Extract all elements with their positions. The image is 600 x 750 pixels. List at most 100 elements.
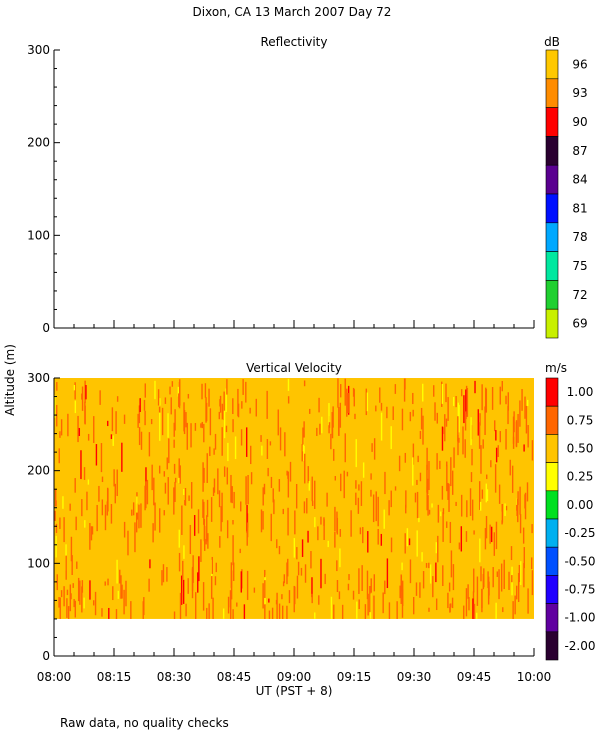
velocity-streak [494, 420, 496, 432]
velocity-streak [75, 516, 77, 531]
velocity-colorbar: 1.00 0.75 0.50 0.25 0.00 -0.25 -0.50 -0.75 -1.00… [545, 377, 596, 661]
velocity-streak [483, 568, 485, 588]
velocity-streak [450, 550, 453, 578]
velocity-streak [516, 504, 518, 511]
reflectivity-y-ticks: 0 100 200 300 [27, 43, 60, 335]
velocity-streak [485, 483, 487, 503]
velocity-streak [180, 575, 183, 605]
velocity-streak [247, 475, 249, 505]
velocity-streak [470, 472, 473, 483]
velocity-streak [338, 591, 341, 600]
velocity-streak [214, 433, 217, 450]
velocity-streak [509, 459, 511, 476]
velocity-streak [60, 419, 63, 436]
velocity-streak [390, 426, 392, 450]
velocity-streak [210, 497, 213, 522]
velocity-streak [210, 575, 213, 599]
velocity-streak [246, 504, 248, 534]
velocity-heatmap [54, 378, 534, 619]
velocity-streak [505, 395, 507, 405]
velocity-streak [441, 383, 444, 404]
velocity-streak [90, 526, 93, 541]
velocity-streak [458, 437, 460, 443]
velocity-streak [287, 378, 290, 391]
velocity-streak [344, 378, 346, 406]
velocity-streak [487, 588, 490, 605]
colorbar-label: -2.00 [564, 639, 595, 653]
velocity-streak [146, 479, 149, 505]
velocity-streak [153, 477, 155, 506]
velocity-streak [138, 405, 141, 424]
colorbar-swatch [545, 434, 559, 463]
velocity-streak [195, 592, 197, 619]
colorbar-swatch [545, 377, 559, 407]
velocity-streak [326, 492, 328, 507]
velocity-streak [287, 471, 289, 479]
velocity-streak [74, 600, 77, 618]
velocity-streak [437, 535, 439, 563]
velocity-streak [54, 510, 56, 521]
velocity-streak [98, 485, 100, 502]
velocity-streak [434, 402, 436, 421]
velocity-streak [163, 471, 166, 477]
velocity-streak [164, 397, 167, 404]
colorbar-swatch [545, 280, 559, 310]
velocity-streak [284, 432, 286, 457]
velocity-streak [466, 500, 468, 518]
velocity-streak [320, 558, 322, 589]
velocity-streak [327, 540, 329, 548]
velocity-streak [150, 419, 153, 425]
velocity-streak [164, 482, 167, 494]
velocity-streak [240, 429, 243, 446]
velocity-streak [79, 580, 81, 605]
velocity-streak [415, 582, 418, 596]
velocity-streak [517, 491, 519, 506]
velocity-streak [264, 580, 266, 598]
velocity-streak [418, 517, 420, 523]
velocity-streak [503, 559, 505, 590]
footnote: Raw data, no quality checks [60, 716, 229, 730]
colorbar-label: 0.50 [567, 442, 594, 456]
velocity-streak [386, 406, 388, 419]
velocity-streak [56, 404, 58, 427]
velocity-streak [243, 604, 246, 619]
velocity-streak [267, 467, 269, 477]
colorbar-swatch [545, 518, 559, 548]
x-tick-label: 08:45 [217, 670, 252, 684]
velocity-streak [307, 530, 309, 543]
velocity-streak [81, 499, 83, 517]
velocity-streak [490, 526, 493, 543]
velocity-streak [101, 608, 103, 617]
velocity-streak [484, 406, 486, 435]
velocity-streak [303, 380, 306, 387]
velocity-streak [401, 589, 404, 618]
velocity-streak [212, 487, 215, 496]
velocity-streak [366, 392, 369, 412]
velocity-streak [83, 467, 86, 480]
velocity-streak [59, 597, 61, 619]
colorbar-label: 90 [572, 115, 587, 129]
velocity-streak [231, 486, 233, 504]
velocity-streak [221, 492, 223, 523]
velocity-streak [262, 583, 264, 609]
x-tick-label: 08:00 [37, 670, 72, 684]
colorbar-label: 78 [572, 230, 587, 244]
velocity-streak [223, 391, 225, 421]
velocity-streak [510, 546, 513, 561]
velocity-streak [457, 435, 459, 456]
velocity-streak [221, 427, 223, 456]
velocity-streak [523, 547, 525, 569]
colorbar-label: -0.50 [564, 554, 595, 568]
velocity-streak [287, 471, 290, 498]
velocity-streak [445, 418, 448, 427]
reflectivity-colorbar-unit: dB [544, 35, 560, 49]
y-tick-label: 300 [27, 371, 50, 385]
velocity-streak [428, 562, 430, 569]
velocity-streak [96, 504, 98, 532]
velocity-streak [356, 601, 358, 619]
velocity-streak [464, 411, 467, 431]
velocity-streak [479, 538, 481, 563]
velocity-streak [353, 389, 355, 407]
velocity-streak [287, 507, 289, 536]
velocity-streak [412, 409, 414, 417]
